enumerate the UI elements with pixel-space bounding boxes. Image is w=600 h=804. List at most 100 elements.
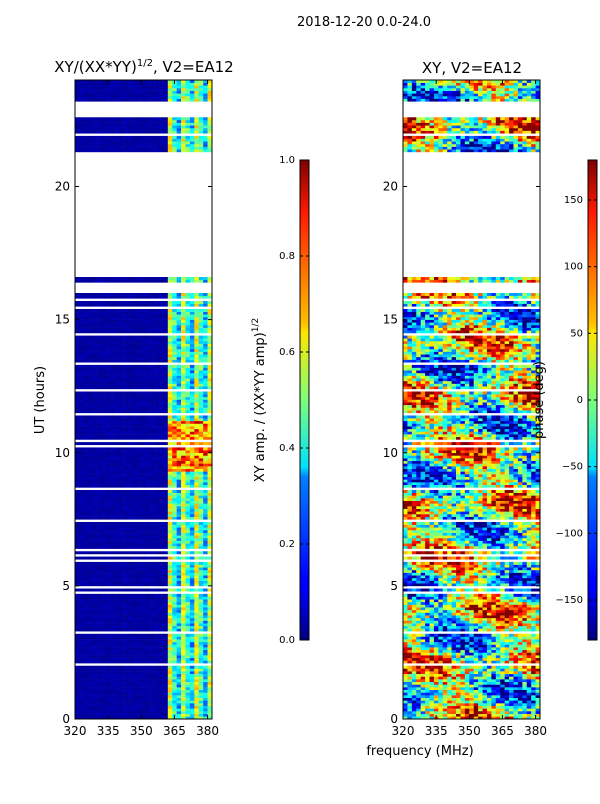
heatmap-cell	[198, 716, 204, 720]
heatmap-cell	[114, 532, 120, 536]
heatmap-cell	[203, 98, 208, 102]
heatmap-cell	[132, 687, 138, 691]
heatmap-cell	[75, 529, 80, 533]
heatmap-cell	[128, 620, 133, 624]
heatmap-cell	[136, 625, 142, 629]
heatmap-cell	[101, 146, 107, 150]
heatmap-cell	[101, 628, 107, 632]
heatmap-cell	[158, 327, 164, 331]
heatmap-cell	[176, 303, 182, 307]
heatmap-cell	[132, 378, 138, 382]
heatmap-cell	[181, 343, 186, 347]
heatmap-cell	[150, 513, 155, 517]
heatmap-cell	[181, 327, 186, 331]
heatmap-cell	[88, 450, 93, 454]
heatmap-cell	[185, 308, 191, 312]
heatmap-cell	[181, 492, 186, 496]
heatmap-cell	[132, 689, 138, 693]
heatmap-cell	[79, 527, 85, 531]
heatmap-cell	[83, 641, 89, 645]
heatmap-cell	[176, 564, 182, 568]
heatmap-cell	[198, 428, 204, 432]
heatmap-cell	[207, 575, 213, 579]
heatmap-cell	[114, 141, 120, 145]
heatmap-cell	[88, 482, 93, 485]
heatmap-cell	[119, 711, 124, 714]
heatmap-cell	[207, 649, 213, 653]
heatmap-cell	[189, 314, 195, 318]
heatmap-cell	[92, 649, 98, 653]
heatmap-cell	[154, 143, 160, 147]
heatmap-cell	[207, 415, 213, 419]
heatmap-cell	[203, 532, 208, 536]
heatmap-cell	[158, 572, 164, 576]
heatmap-cell	[185, 415, 191, 419]
heatmap-cell	[167, 575, 173, 579]
heatmap-cell	[172, 665, 177, 669]
heatmap-cell	[141, 498, 147, 501]
heatmap-cell	[136, 98, 142, 102]
heatmap-cell	[181, 354, 186, 358]
heatmap-cell	[119, 516, 124, 520]
heatmap-cell	[132, 551, 138, 555]
heatmap-cell	[172, 684, 177, 688]
heatmap-cell	[150, 354, 155, 358]
heatmap-cell	[79, 668, 85, 672]
heatmap-cell	[75, 599, 80, 603]
heatmap-cell	[119, 668, 124, 672]
heatmap-cell	[97, 378, 102, 382]
heatmap-cell	[119, 692, 124, 696]
heatmap-cell	[176, 545, 182, 549]
heatmap-cell	[101, 98, 107, 102]
heatmap-cell	[176, 380, 182, 384]
heatmap-cell	[119, 476, 124, 480]
heatmap-cell	[75, 532, 80, 536]
heatmap-cell	[203, 434, 208, 438]
heatmap-cell	[92, 498, 98, 501]
heatmap-cell	[198, 143, 204, 147]
heatmap-cell	[194, 383, 200, 387]
heatmap-cell	[136, 543, 142, 547]
heatmap-cell	[110, 314, 116, 318]
heatmap-cell	[75, 516, 80, 520]
heatmap-cell	[92, 452, 98, 456]
heatmap-cell	[207, 293, 213, 296]
heatmap-cell	[105, 354, 111, 358]
heatmap-cell	[181, 615, 186, 619]
heatmap-cell	[145, 119, 151, 123]
heatmap-cell	[110, 647, 116, 651]
heatmap-cell	[154, 511, 160, 515]
heatmap-cell	[194, 652, 200, 656]
heatmap-cell	[194, 135, 200, 139]
heatmap-cell	[101, 117, 107, 121]
heatmap-cell	[136, 564, 142, 568]
heatmap-cell	[194, 404, 200, 408]
heatmap-cell	[207, 506, 213, 509]
heatmap-cell	[136, 545, 142, 549]
heatmap-cell	[136, 529, 142, 533]
heatmap-cell	[88, 647, 93, 651]
heatmap-cell	[92, 391, 98, 395]
heatmap-cell	[119, 383, 124, 387]
heatmap-cell	[88, 540, 93, 544]
heatmap-cell	[185, 316, 191, 320]
heatmap-cell	[154, 540, 160, 544]
heatmap-cell	[189, 529, 195, 533]
heatmap-cell	[207, 716, 213, 720]
heatmap-cell	[158, 612, 164, 616]
heatmap-cell	[181, 434, 186, 438]
heatmap-cell	[136, 498, 142, 501]
heatmap-cell	[75, 569, 80, 573]
heatmap-cell	[185, 529, 191, 533]
heatmap-cell	[101, 527, 107, 531]
heatmap-cell	[141, 479, 147, 483]
heatmap-cell	[79, 460, 85, 464]
heatmap-cell	[114, 428, 120, 432]
heatmap-cell	[92, 380, 98, 384]
heatmap-cell	[92, 617, 98, 621]
heatmap-cell	[181, 407, 186, 411]
heatmap-cell	[79, 410, 85, 414]
heatmap-cell	[128, 428, 133, 432]
heatmap-cell	[119, 580, 124, 584]
heatmap-cell	[92, 716, 98, 720]
